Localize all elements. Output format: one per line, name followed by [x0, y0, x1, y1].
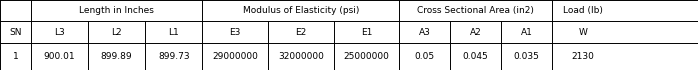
Text: L1: L1: [168, 28, 179, 37]
Text: 29000000: 29000000: [212, 52, 258, 61]
Text: E3: E3: [230, 28, 241, 37]
Text: 1: 1: [13, 52, 18, 61]
Text: A2: A2: [470, 28, 482, 37]
Text: W: W: [579, 28, 588, 37]
Text: Length in Inches: Length in Inches: [79, 6, 154, 15]
Text: E2: E2: [295, 28, 306, 37]
Text: 0.045: 0.045: [463, 52, 489, 61]
Text: 2130: 2130: [572, 52, 595, 61]
Text: 0.035: 0.035: [514, 52, 540, 61]
Text: Cross Sectional Area (in2): Cross Sectional Area (in2): [417, 6, 534, 15]
Text: 899.89: 899.89: [101, 52, 133, 61]
Text: SN: SN: [9, 28, 22, 37]
Text: Modulus of Elasticity (psi): Modulus of Elasticity (psi): [243, 6, 359, 15]
Text: L3: L3: [54, 28, 65, 37]
Text: 25000000: 25000000: [343, 52, 389, 61]
Text: L2: L2: [111, 28, 122, 37]
Text: 899.73: 899.73: [158, 52, 190, 61]
Text: 32000000: 32000000: [278, 52, 324, 61]
Text: Load (lb): Load (lb): [563, 6, 603, 15]
Text: A1: A1: [521, 28, 533, 37]
Text: A3: A3: [419, 28, 431, 37]
Text: E1: E1: [361, 28, 372, 37]
Text: 900.01: 900.01: [43, 52, 75, 61]
Text: 0.05: 0.05: [415, 52, 435, 61]
